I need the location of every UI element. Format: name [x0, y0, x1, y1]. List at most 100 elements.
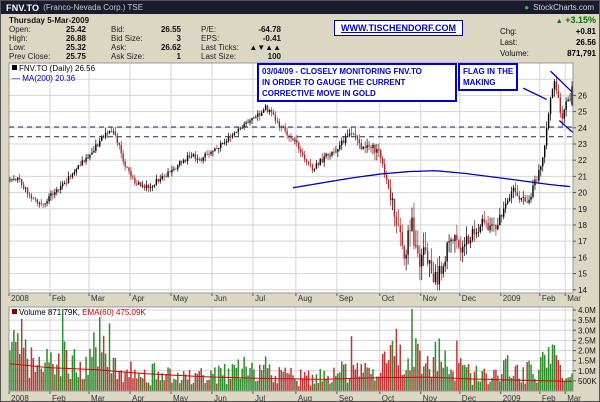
svg-text:Dec: Dec — [462, 294, 476, 303]
quote-ask-label: Ask: — [111, 43, 127, 52]
svg-text:20: 20 — [578, 189, 587, 198]
ema-legend-label: EMA(60) 475.09K — [82, 308, 146, 317]
quote-date: Thursday 5-Mar-2009 — [9, 16, 90, 25]
quote-low-label: Low: — [9, 43, 26, 52]
svg-text:Aug: Aug — [298, 394, 312, 402]
quote-last-size-value: 100 — [267, 52, 281, 61]
quote-high-value: 26.88 — [65, 34, 86, 43]
price-legend: FNV.TO (Daily) 26.56 — [12, 64, 95, 73]
svg-text:Mar: Mar — [567, 394, 581, 402]
brand-label: StockCharts.com — [533, 3, 594, 12]
svg-text:25: 25 — [578, 108, 587, 117]
percent-change: ▲ +3.15% — [500, 15, 596, 25]
change-row: Chg: +0.81 — [500, 27, 596, 36]
svg-text:Mar: Mar — [567, 294, 581, 303]
titlebar: FNV.TO (Franco-Nevada Corp.) TSE ● Stock… — [1, 1, 599, 14]
quote-bid-label: Bid: — [111, 25, 125, 34]
last-label: Last: — [500, 38, 518, 47]
flag-annotation: FLAG IN THE MAKING — [458, 63, 519, 91]
annotation-line: FLAG IN THE — [463, 67, 514, 76]
quote-low-value: 25.32 — [65, 43, 86, 52]
quote-last-size-label: Last Size: — [201, 52, 237, 61]
annotation-line: IN ORDER TO GAUGE THE CURRENT — [262, 78, 406, 87]
svg-text:24: 24 — [578, 124, 587, 133]
brand-dot-icon: ● — [524, 2, 530, 12]
quote-ask-size-value: 1 — [176, 52, 181, 61]
volume-label: Volume: — [500, 49, 529, 58]
svg-text:Aug: Aug — [298, 294, 312, 303]
quote-last-ticks-value: ▲▼▲▲ — [249, 43, 281, 52]
percent-change-value: +3.15% — [565, 15, 596, 25]
svg-text:18: 18 — [578, 221, 587, 230]
note-annotation: 03/04/09 - CLOSELY MONITORING FNV.TO IN … — [257, 63, 457, 102]
svg-text:16: 16 — [578, 253, 587, 262]
quote-last-ticks-label: Last Ticks: — [201, 43, 239, 52]
quote-low: Low: 25.32 — [9, 43, 86, 52]
svg-text:Apr: Apr — [132, 294, 145, 303]
annotation-line: MAKING — [463, 78, 496, 87]
svg-text:Oct: Oct — [382, 294, 395, 303]
svg-text:Feb: Feb — [52, 294, 66, 303]
svg-text:Mar: Mar — [91, 294, 105, 303]
svg-text:22: 22 — [578, 156, 587, 165]
quote-last-size: Last Size: 100 — [201, 52, 281, 61]
quote-bid-size-value: 3 — [176, 34, 181, 43]
svg-text:2.5M: 2.5M — [578, 336, 596, 345]
svg-text:Sep: Sep — [339, 294, 354, 303]
svg-text:17: 17 — [578, 237, 587, 246]
svg-text:3.0M: 3.0M — [578, 326, 596, 335]
svg-text:1.0M: 1.0M — [578, 367, 596, 376]
quote-prev-close-value: 25.75 — [65, 52, 86, 61]
svg-text:Jul: Jul — [255, 294, 265, 303]
svg-text:4.0M: 4.0M — [578, 306, 596, 315]
svg-text:2.0M: 2.0M — [578, 347, 596, 356]
quote-bid-size: Bid Size: 3 — [111, 34, 181, 43]
last-row: Last: 26.56 — [500, 38, 596, 47]
quote-panel: Thursday 5-Mar-2009 Open: 25.42 Bid: 26.55… — [1, 14, 599, 61]
svg-text:Mar: Mar — [91, 394, 105, 402]
svg-text:3.5M: 3.5M — [578, 316, 596, 325]
quote-prev-close: Prev Close: 25.75 — [9, 52, 86, 61]
price-series-icon — [12, 65, 17, 70]
quote-right-block: ▲ +3.15% Chg: +0.81 Last: 26.56 Volume: … — [500, 15, 596, 58]
annotation-line: CORRECTIVE MOVE IN GOLD — [262, 89, 376, 98]
quote-ask-size-label: Ask Size: — [111, 52, 145, 61]
svg-text:May: May — [173, 394, 188, 402]
tischendorf-link-box: WWW.TISCHENDORF.COM — [334, 20, 463, 36]
volume-series-icon — [12, 309, 17, 314]
quote-eps-label: EPS: — [201, 34, 220, 43]
quote-open: Open: 25.42 — [9, 25, 86, 34]
svg-text:Nov: Nov — [423, 394, 437, 402]
quote-ask: Ask: 26.62 — [111, 43, 181, 52]
svg-text:Dec: Dec — [462, 394, 476, 402]
svg-text:Nov: Nov — [423, 294, 437, 303]
symbol-label: FNV.TO — [6, 2, 40, 13]
svg-text:Jun: Jun — [214, 294, 227, 303]
ma-legend: — MA(200) 20.36 — [12, 74, 75, 83]
volume-value: 871,791 — [567, 49, 596, 58]
svg-text:Feb: Feb — [52, 394, 66, 402]
up-arrow-icon: ▲ — [555, 18, 563, 25]
quote-eps-value: -0.41 — [262, 34, 281, 43]
tischendorf-link[interactable]: WWW.TISCHENDORF.COM — [341, 23, 456, 33]
svg-text:23: 23 — [578, 140, 587, 149]
svg-text:2008: 2008 — [11, 294, 29, 303]
quote-bid-size-label: Bid Size: — [111, 34, 143, 43]
quote-pe-label: P/E: — [201, 25, 217, 34]
quote-prev-close-label: Prev Close: — [9, 52, 51, 61]
svg-text:19: 19 — [578, 205, 587, 214]
volume-legend: Volume 871.79K, EMA(60) 475.09K — [12, 308, 146, 317]
svg-text:Feb: Feb — [542, 294, 556, 303]
last-value: 26.56 — [575, 38, 596, 47]
svg-text:Jul: Jul — [255, 394, 265, 402]
svg-text:Feb: Feb — [542, 394, 556, 402]
svg-text:Apr: Apr — [132, 394, 145, 402]
quote-bid: Bid: 26.55 — [111, 25, 181, 34]
svg-text:26: 26 — [578, 91, 587, 100]
svg-text:14: 14 — [578, 286, 587, 295]
change-label: Chg: — [500, 27, 517, 36]
svg-text:Jun: Jun — [214, 394, 227, 402]
change-value: +0.81 — [575, 27, 596, 36]
quote-pe-value: -64.78 — [258, 25, 281, 34]
